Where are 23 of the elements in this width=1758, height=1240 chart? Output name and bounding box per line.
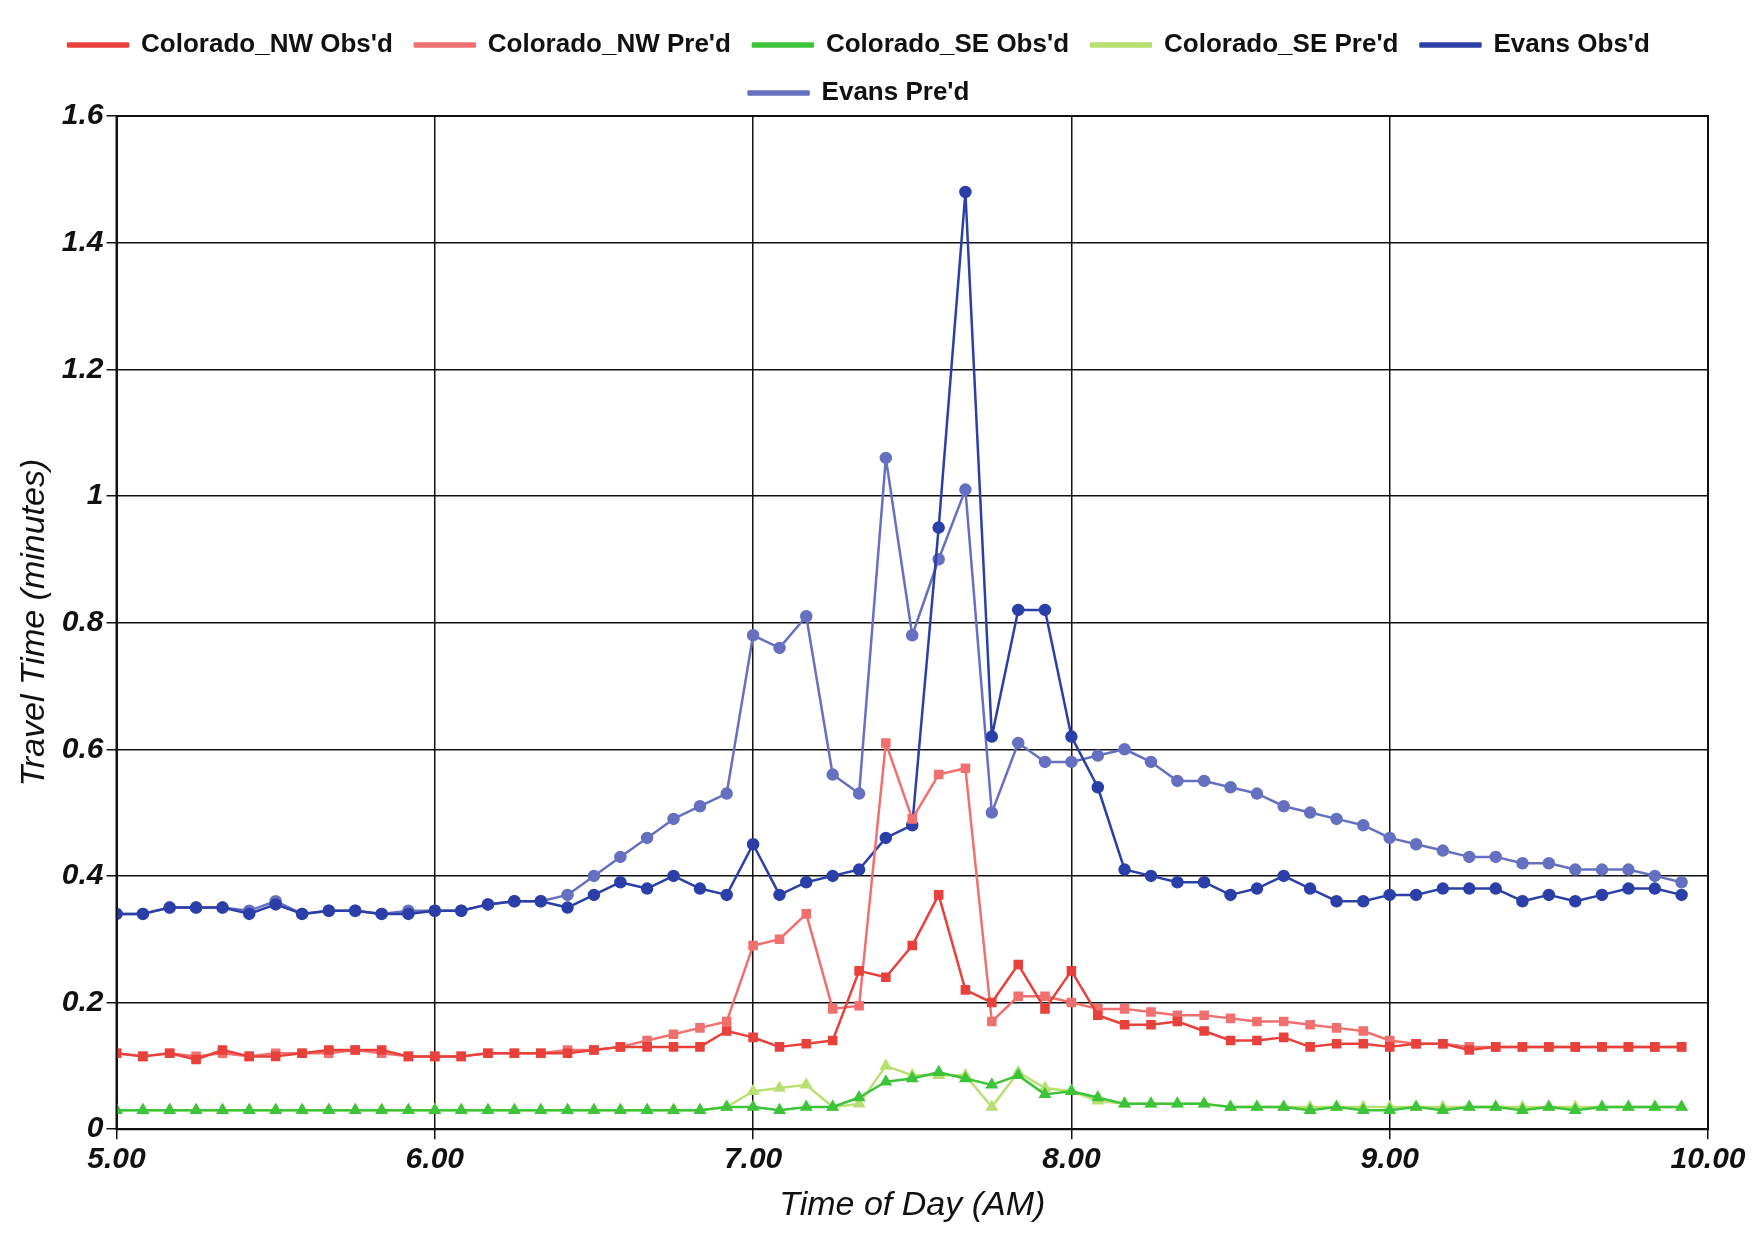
x-tick-label: 10.00 (1670, 1141, 1746, 1175)
y-tick-label: 0.8 (61, 603, 104, 637)
y-tick-label: 1 (86, 477, 104, 511)
y-tick-label: 0.4 (61, 857, 104, 891)
legend-label: Colorado_SE Pre'd (1164, 28, 1399, 59)
x-axis-title: Time of Day (AM) (779, 1184, 1046, 1223)
x-tick-label: 9.00 (1360, 1141, 1420, 1175)
y-tick-label: 1.4 (61, 223, 104, 257)
y-axis-title: Travel Time (minutes) (12, 458, 51, 787)
x-tick-label: 5.00 (87, 1141, 147, 1175)
legend-label: Colorado_NW Pre'd (487, 28, 731, 59)
y-tick-label: 1.2 (61, 350, 104, 384)
legend-label: Evans Pre'd (821, 76, 970, 107)
x-tick-label: 8.00 (1042, 1141, 1101, 1175)
legend-label: Colorado_SE Obs'd (825, 28, 1070, 59)
y-tick-label: 1.6 (61, 97, 104, 131)
y-tick-label: 0 (86, 1110, 104, 1144)
x-tick-label: 6.00 (405, 1141, 465, 1175)
legend-label: Evans Obs'd (1493, 28, 1650, 59)
y-tick-label: 0.2 (61, 983, 104, 1017)
y-tick-label: 0.6 (61, 730, 104, 764)
legend-label: Colorado_NW Obs'd (141, 28, 393, 59)
x-tick-label: 7.00 (723, 1141, 783, 1175)
